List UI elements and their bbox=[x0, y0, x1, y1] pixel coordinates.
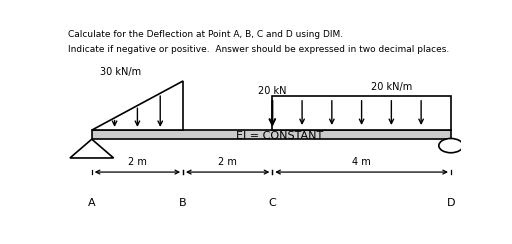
Text: 20 kN/m: 20 kN/m bbox=[371, 82, 412, 92]
Polygon shape bbox=[70, 139, 114, 158]
Text: A: A bbox=[88, 198, 96, 208]
Text: 20 kN: 20 kN bbox=[258, 86, 287, 96]
Polygon shape bbox=[92, 81, 183, 130]
Text: Calculate for the Deflection at Point A, B, C and D using DIM.: Calculate for the Deflection at Point A,… bbox=[68, 30, 343, 39]
Text: C: C bbox=[268, 198, 276, 208]
Bar bbox=[92, 130, 451, 139]
Text: 2 m: 2 m bbox=[128, 157, 147, 167]
Text: 30 kN/m: 30 kN/m bbox=[100, 67, 141, 77]
Text: 2 m: 2 m bbox=[218, 157, 237, 167]
Text: EI = CONSTANT: EI = CONSTANT bbox=[236, 131, 323, 141]
Text: Indicate if negative or positive.  Answer should be expressed in two decimal pla: Indicate if negative or positive. Answer… bbox=[68, 45, 449, 54]
Text: 4 m: 4 m bbox=[352, 157, 371, 167]
Bar bbox=[272, 96, 451, 130]
Text: D: D bbox=[446, 198, 455, 208]
Ellipse shape bbox=[439, 139, 463, 153]
Text: B: B bbox=[179, 198, 187, 208]
